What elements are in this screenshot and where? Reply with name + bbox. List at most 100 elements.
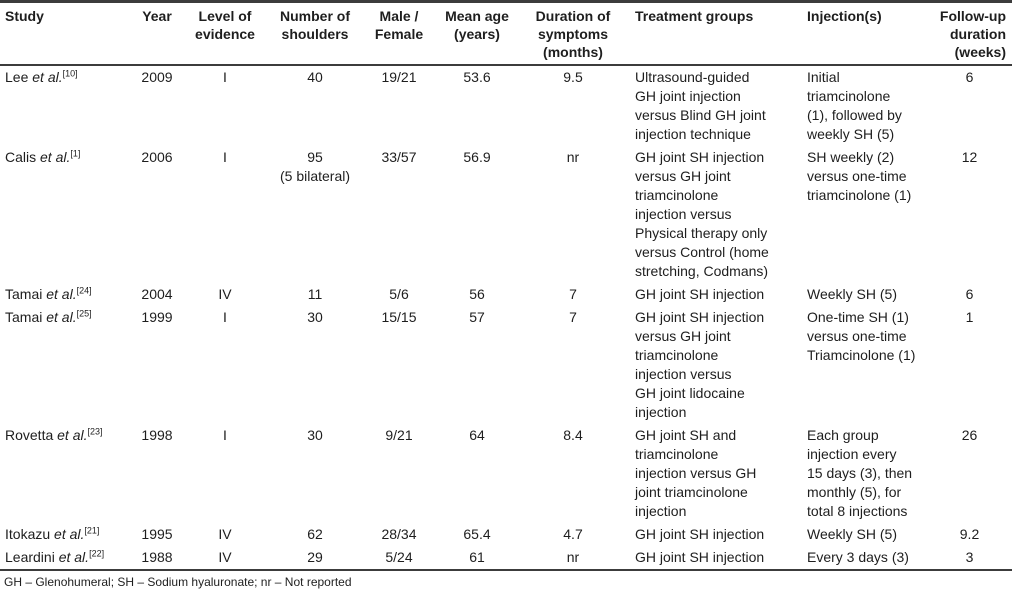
cell-mean-age: 56 <box>469 286 485 302</box>
col-header-injections: Injection(s) <box>799 1 927 66</box>
cell-male-female: 28/34 <box>381 526 417 542</box>
cell-treatment: Ultrasound-guided GH joint injection ver… <box>635 69 766 142</box>
cell-mean-age: 64 <box>469 427 485 443</box>
cell-duration: 9.5 <box>563 69 583 85</box>
cell-duration: nr <box>519 546 627 571</box>
study-name: Lee <box>5 69 33 85</box>
study-name: Calis <box>5 149 41 165</box>
cell-treatment: GH joint SH injection versus GH joint tr… <box>635 309 765 420</box>
studies-table: Study Year Level of evidence Number of s… <box>0 0 1012 571</box>
cell-year: 2006 <box>141 149 173 165</box>
cell-level: I <box>223 149 227 165</box>
cell-shoulders: 30 <box>307 309 323 325</box>
cell-study: Rovetta et al.[23] <box>0 424 131 523</box>
cell-duration: 4.7 <box>563 526 583 542</box>
cell-followup: 12 <box>961 149 978 165</box>
cell-treatment: GH joint SH injection versus GH joint tr… <box>635 149 769 279</box>
cell-level: IV <box>218 526 232 542</box>
study-reference: [25] <box>76 308 92 319</box>
col-header-mean-age: Mean age (years) <box>435 1 519 66</box>
cell-year: 1998 <box>141 427 173 443</box>
cell-study: Calis et al.[1] <box>0 146 131 283</box>
cell-mean-age: 53.6 <box>463 69 491 85</box>
cell-injection: Every 3 days (3) <box>799 546 927 571</box>
study-etal: et al. <box>54 526 85 542</box>
cell-followup: 6 <box>965 286 974 302</box>
cell-treatment: GH joint SH and triamcinolone injection … <box>635 427 757 519</box>
abbreviation-footnote: GH – Glenohumeral; SH – Sodium hyalurona… <box>4 575 352 589</box>
table-row: Leardini et al.[22] 1988 IV 29 5/24 61 nr GH jo… <box>0 546 1012 571</box>
cell-shoulders: 11 <box>307 286 323 302</box>
study-etal: et al. <box>32 69 63 85</box>
cell-mean-age: 56.9 <box>463 149 491 165</box>
cell-duration: 7 <box>569 286 577 302</box>
cell-followup: 6 <box>965 69 974 85</box>
cell-mean-age: 61 <box>435 546 519 571</box>
study-name: Tamai <box>5 286 47 302</box>
cell-injection: Weekly SH (5) <box>807 286 897 302</box>
study-etal: et al. <box>46 309 77 325</box>
study-name: Tamai <box>5 309 47 325</box>
cell-duration: 7 <box>569 309 577 325</box>
cell-study: Tamai et al.[24] <box>0 283 131 306</box>
col-header-male-female: Male / Female <box>363 1 435 66</box>
study-reference: [22] <box>89 548 105 559</box>
cell-level: IV <box>183 546 267 571</box>
cell-level: IV <box>218 286 232 302</box>
cell-year: 2004 <box>141 286 173 302</box>
cell-male-female: 33/57 <box>381 149 417 165</box>
cell-study: Itokazu et al.[21] <box>0 523 131 546</box>
cell-duration: 8.4 <box>563 427 583 443</box>
study-reference: [21] <box>84 525 100 536</box>
col-header-study: Study <box>0 1 131 66</box>
cell-injection: SH weekly (2) versus one-time triamcinol… <box>807 149 912 203</box>
cell-male-female: 15/15 <box>381 309 417 325</box>
study-etal: et al. <box>46 286 77 302</box>
cell-shoulders: 30 <box>307 427 323 443</box>
cell-followup: 3 <box>927 546 1012 571</box>
cell-male-female: 9/21 <box>385 427 413 443</box>
table-row: Lee et al.[10] 2009 I 40 19/21 53.6 9.5 Ultraso… <box>0 65 1012 146</box>
cell-male-female: 19/21 <box>381 69 417 85</box>
study-etal: et al. <box>40 149 71 165</box>
header-row: Study Year Level of evidence Number of s… <box>0 1 1012 66</box>
study-reference: [24] <box>76 285 92 296</box>
cell-level: I <box>223 69 227 85</box>
cell-followup: 26 <box>961 427 978 443</box>
cell-year: 1988 <box>131 546 183 571</box>
cell-male-female: 5/6 <box>389 286 409 302</box>
cell-study: Tamai et al.[25] <box>0 306 131 424</box>
study-reference: [10] <box>62 68 78 79</box>
cell-injection: Each group injection every 15 days (3), … <box>807 427 913 519</box>
col-header-year: Year <box>131 1 183 66</box>
cell-year: 2009 <box>141 69 173 85</box>
cell-duration: nr <box>566 149 580 165</box>
cell-shoulders: 62 <box>307 526 323 542</box>
cell-treatment: GH joint SH injection <box>635 526 765 542</box>
cell-year: 1995 <box>141 526 173 542</box>
cell-injection: Weekly SH (5) <box>807 526 897 542</box>
cell-injection: One-time SH (1) versus one-time Triamcin… <box>807 309 916 363</box>
cell-shoulders: 95 (5 bilateral) <box>279 149 351 184</box>
cell-shoulders: 29 <box>267 546 363 571</box>
cell-treatment: GH joint SH injection <box>635 286 765 302</box>
cell-level: I <box>223 427 227 443</box>
cell-study: Lee et al.[10] <box>0 65 131 146</box>
cell-injection: Initial triamcinolone (1), followed by w… <box>807 69 902 142</box>
study-name: Rovetta <box>5 427 58 443</box>
cell-study: Leardini et al.[22] <box>0 546 131 571</box>
table-row: Rovetta et al.[23] 1998 I 30 9/21 64 8.4 GH joi… <box>0 424 1012 523</box>
cell-treatment: GH joint SH injection <box>627 546 799 571</box>
col-header-treatment-groups: Treatment groups <box>627 1 799 66</box>
col-header-level-of-evidence: Level of evidence <box>183 1 267 66</box>
study-reference: [23] <box>87 426 103 437</box>
table-row: Tamai et al.[25] 1999 I 30 15/15 57 7 GH joint … <box>0 306 1012 424</box>
study-etal: et al. <box>57 427 88 443</box>
col-header-followup-duration: Follow-up duration (weeks) <box>927 1 1012 66</box>
col-header-duration-of-symptoms: Duration of symptoms (months) <box>519 1 627 66</box>
study-reference: [1] <box>70 148 81 159</box>
study-name: Itokazu <box>5 526 55 542</box>
table-header: Study Year Level of evidence Number of s… <box>0 1 1012 66</box>
col-header-number-of-shoulders: Number of shoulders <box>267 1 363 66</box>
